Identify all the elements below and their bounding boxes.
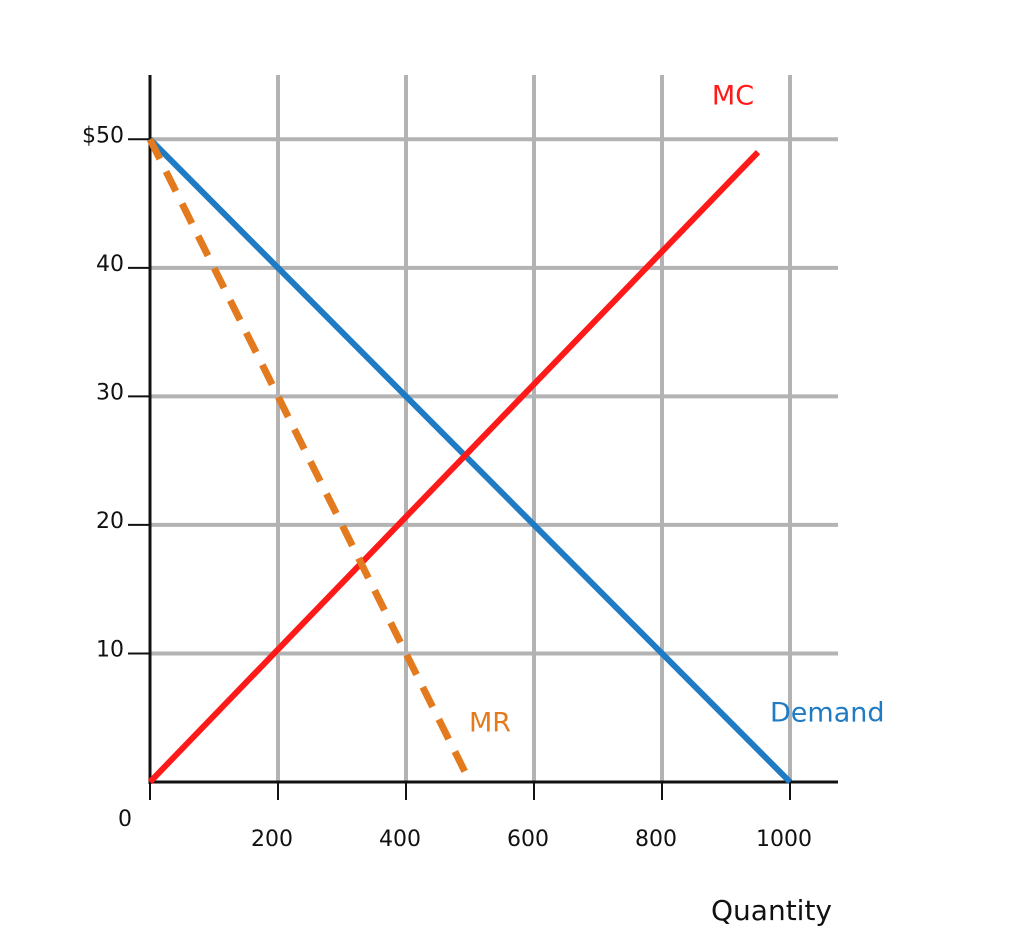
series-label: MC bbox=[712, 81, 754, 112]
x-tick-label: 0 bbox=[118, 807, 132, 832]
y-tick-label: 20 bbox=[96, 509, 124, 534]
series-line bbox=[147, 137, 793, 785]
y-tick-label: 10 bbox=[96, 637, 124, 662]
y-tick-label: 40 bbox=[96, 252, 124, 277]
x-tick-label: 400 bbox=[379, 827, 421, 852]
y-tick-label: 30 bbox=[96, 380, 124, 405]
x-tick-label: 200 bbox=[251, 827, 293, 852]
x-tick-label: 1000 bbox=[756, 827, 812, 852]
x-tick-label: 600 bbox=[507, 827, 549, 852]
series-line bbox=[146, 137, 474, 784]
series-label: MR bbox=[469, 708, 511, 739]
x-axis-title: Quantity bbox=[711, 894, 832, 927]
series-line bbox=[147, 150, 761, 785]
series-label: Demand bbox=[770, 698, 885, 729]
x-tick-label: 800 bbox=[635, 827, 677, 852]
y-tick-label: $50 bbox=[82, 123, 124, 148]
